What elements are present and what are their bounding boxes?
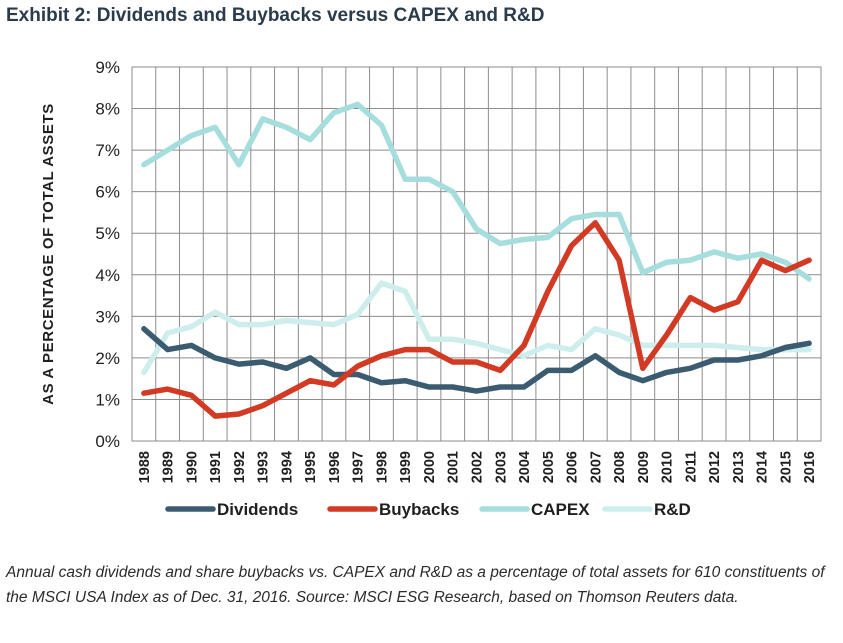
- y-tick-label: 9%: [95, 58, 120, 77]
- legend-label: R&D: [654, 500, 691, 519]
- chart-series: [141, 101, 812, 419]
- x-tick-label: 2009: [636, 451, 652, 483]
- x-tick-label: 2000: [422, 451, 438, 483]
- x-tick-label: 1993: [256, 451, 272, 483]
- x-tick-label: 2002: [470, 451, 486, 483]
- y-tick-label: 6%: [95, 183, 120, 202]
- y-tick-label: 8%: [95, 100, 120, 119]
- x-tick-label: 1988: [137, 451, 153, 483]
- series-line-r-d: [141, 280, 812, 376]
- x-tick-label: 2015: [778, 451, 794, 483]
- x-tick-label: 2006: [565, 451, 581, 483]
- x-tick-label: 2005: [541, 451, 557, 483]
- x-tick-label: 1989: [161, 451, 177, 483]
- x-tick-label: 2011: [683, 451, 699, 482]
- x-tick-label: 2003: [493, 451, 509, 483]
- x-tick-label: 1990: [184, 451, 200, 483]
- x-tick-label: 1994: [279, 451, 295, 483]
- x-tick-label: 2012: [707, 451, 723, 483]
- x-tick-label: 2010: [660, 451, 676, 483]
- x-tick-label: 2001: [446, 451, 462, 483]
- x-tick-label: 2016: [802, 451, 818, 483]
- y-tick-label: 2%: [95, 349, 120, 368]
- figure-caption: Annual cash dividends and share buybacks…: [6, 564, 825, 606]
- x-tick-label: 2007: [588, 451, 604, 483]
- x-tick-label: 1995: [303, 451, 319, 483]
- x-tick-label: 1997: [351, 451, 367, 483]
- legend-label: Dividends: [217, 500, 298, 519]
- series-line-dividends: [141, 326, 812, 394]
- y-axis-ticks: 0% 1% 2% 3% 4% 5% 6% 7% 8% 9%: [95, 58, 120, 451]
- y-tick-label: 0%: [95, 432, 120, 451]
- y-tick-label: 5%: [95, 224, 120, 243]
- legend-label: CAPEX: [531, 500, 590, 519]
- x-tick-label: 2014: [755, 451, 771, 483]
- x-tick-label: 2008: [612, 451, 628, 483]
- x-tick-label: 1991: [208, 451, 224, 483]
- y-tick-label: 7%: [95, 141, 120, 160]
- y-axis-title: AS A PERCENTAGE OF TOTAL ASSETS: [40, 103, 57, 405]
- y-tick-label: 1%: [95, 390, 120, 409]
- plot-area-frame: [131, 66, 822, 442]
- x-tick-label: 1996: [327, 451, 343, 483]
- x-tick-label: 1999: [398, 451, 414, 483]
- x-tick-label: 1992: [232, 451, 248, 483]
- y-tick-label: 4%: [95, 266, 120, 285]
- legend-label: Buybacks: [379, 500, 459, 519]
- x-axis-ticks: 1988 1989 1990 1991 1992 1993 1994 1995 1996 1997…: [137, 451, 818, 483]
- line-chart: 0% 1% 2% 3% 4% 5% 6% 7% 8% 9% 1988 1989 1990 1991 199…: [40, 58, 822, 519]
- x-tick-label: 2013: [731, 451, 747, 483]
- series-line-buybacks: [141, 220, 812, 419]
- chart-legend: Dividends Buybacks CAPEX R&D: [165, 500, 691, 519]
- page-title: Exhibit 2: Dividends and Buybacks versus…: [6, 5, 545, 26]
- y-tick-label: 3%: [95, 307, 120, 326]
- series-line-capex: [141, 101, 812, 282]
- x-tick-label: 1998: [374, 451, 390, 483]
- x-tick-label: 2004: [517, 451, 533, 483]
